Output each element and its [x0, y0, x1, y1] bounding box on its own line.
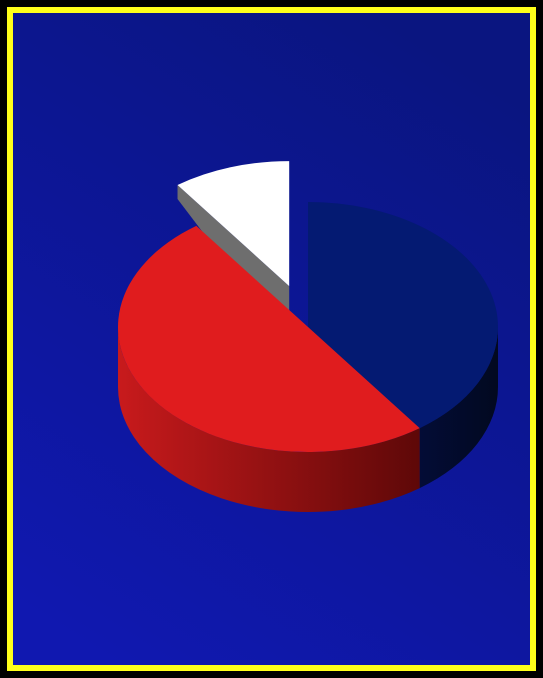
pie-slice-navy-side: [419, 327, 498, 489]
slide-border: [7, 7, 536, 671]
pie-slice-red: [118, 225, 420, 453]
pie-slice-navy: [308, 202, 499, 429]
pie-slice-red-side: [118, 327, 420, 512]
pie-slice-white: [177, 161, 290, 287]
pie-group: [118, 161, 499, 512]
